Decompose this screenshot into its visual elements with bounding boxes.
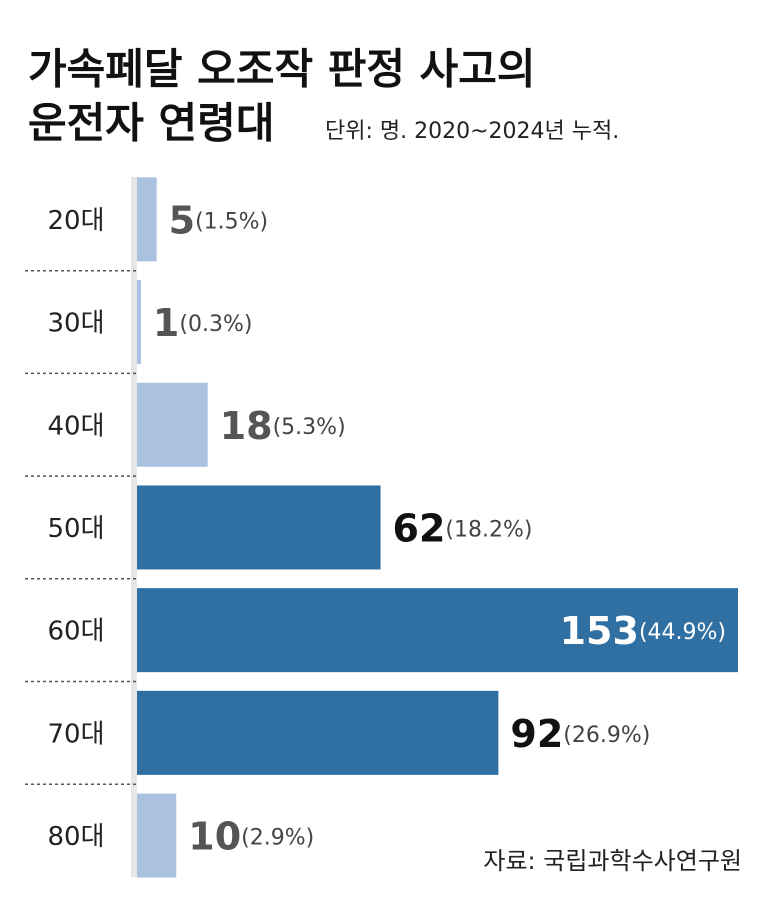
value-number: 92	[510, 711, 563, 755]
share-label: (26.9%)	[563, 723, 650, 748]
value-label: 92(26.9%)	[510, 711, 650, 755]
value-number: 18	[220, 403, 273, 447]
value-label: 62(18.2%)	[393, 506, 533, 550]
source: 자료: 국립과학수사연구원	[483, 847, 742, 875]
value-label: 5(1.5%)	[169, 198, 269, 242]
value-number: 62	[393, 506, 446, 550]
value-label: 153(44.9%)	[560, 609, 726, 653]
category-label: 70대	[47, 719, 104, 749]
value-number: 5	[169, 198, 195, 242]
share-label: (5.3%)	[273, 415, 346, 440]
chart-subtitle: 단위: 명. 2020~2024년 누적.	[325, 119, 619, 144]
axis-shade	[131, 177, 137, 877]
category-label: 40대	[47, 411, 104, 441]
bar	[137, 690, 499, 775]
value-label: 18(5.3%)	[220, 403, 346, 447]
share-label: (44.9%)	[639, 620, 726, 645]
share-label: (0.3%)	[179, 312, 252, 337]
bar	[137, 382, 208, 467]
chart-title: 운전자 연령대	[28, 99, 274, 148]
share-label: (1.5%)	[195, 209, 268, 234]
bar	[137, 280, 141, 365]
bar	[137, 177, 157, 262]
category-label: 80대	[47, 822, 104, 852]
value-label: 10(2.9%)	[188, 814, 314, 858]
category-label: 50대	[47, 514, 104, 544]
category-label: 60대	[47, 617, 104, 647]
value-number: 153	[560, 609, 639, 653]
bar	[137, 485, 381, 570]
category-label: 30대	[47, 309, 104, 339]
category-label: 20대	[47, 206, 104, 236]
share-label: (2.9%)	[241, 826, 314, 851]
bar	[137, 793, 177, 878]
value-label: 1(0.3%)	[153, 301, 253, 345]
value-number: 10	[188, 814, 241, 858]
value-number: 1	[153, 301, 179, 345]
chart-title: 가속페달 오조작 판정 사고의	[28, 45, 536, 94]
bar	[137, 588, 738, 673]
share-label: (18.2%)	[445, 517, 532, 542]
